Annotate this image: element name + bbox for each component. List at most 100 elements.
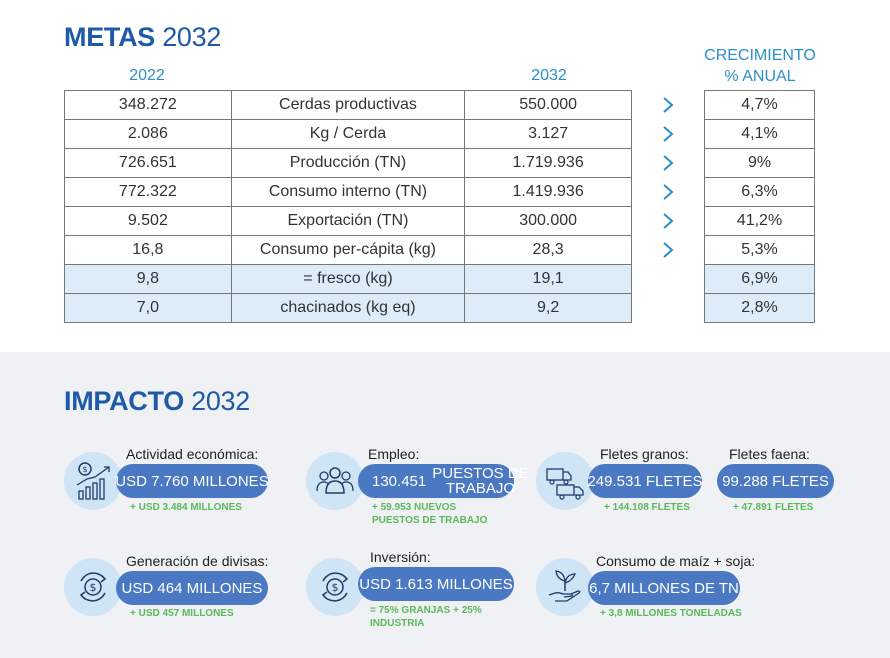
growth-table: 4,7% 4,1% 9% 6,3% 41,2% 5,3% 6,9% 2,8%: [704, 90, 815, 323]
impacto-title-year: 2032: [191, 386, 250, 416]
table-row: 6,9%: [704, 264, 815, 294]
goals-table: 348.272 Cerdas productivas 550.000 2.086…: [64, 90, 632, 323]
metas-title-bold: METAS: [64, 22, 155, 52]
value-2032: 3.127: [464, 119, 632, 149]
chevron-right-icon: [663, 97, 674, 113]
growth-value: 2,8%: [704, 293, 815, 323]
value-2032: 9,2: [464, 293, 632, 323]
employment-note-line2: PUESTOS DE TRABAJO: [372, 515, 488, 526]
impacto-title: IMPACTO 2032: [64, 386, 250, 417]
hand-plant-icon: [548, 570, 581, 602]
table-row: 9,8 = fresco (kg) 19,1: [64, 264, 632, 294]
chevron-right-icon: [663, 242, 674, 258]
value-2032: 28,3: [464, 235, 632, 265]
investment-value-pill: USD 1.613 MILLONES: [358, 567, 514, 601]
value-2032: 1.719.936: [464, 148, 632, 178]
investment-note: = 75% GRANJAS + 25% INDUSTRIA: [370, 604, 482, 630]
currency-icon-circle: $: [64, 558, 122, 616]
growth-value: 41,2%: [704, 206, 815, 236]
growth-head-line1: CRECIMIENTO: [704, 47, 816, 64]
value-2022: 16,8: [64, 235, 232, 265]
employment-value-line2: TRABAJO: [445, 480, 516, 497]
consumption-value-pill: 6,7 MILLONES DE TN: [588, 571, 740, 605]
investment-note-line1: = 75% GRANJAS + 25%: [370, 605, 482, 616]
row-label: Producción (TN): [230, 148, 466, 178]
table-row: 772.322 Consumo interno (TN) 1.419.936: [64, 177, 632, 207]
col-head-2032: 2032: [531, 67, 567, 84]
impact-background: [0, 352, 890, 658]
row-label: Consumo interno (TN): [230, 177, 466, 207]
table-row: 7,0 chacinados (kg eq) 9,2: [64, 293, 632, 323]
metas-title-year: 2032: [162, 22, 222, 52]
value-2022: 9,8: [64, 264, 232, 294]
table-row: 4,1%: [704, 119, 815, 149]
employment-value-number: 130.451: [372, 472, 427, 490]
value-2032: 550.000: [464, 90, 632, 120]
value-2032: 300.000: [464, 206, 632, 236]
trucks-icon: [546, 468, 584, 500]
freight-slaughter-value-pill: 99.288 FLETES: [717, 464, 834, 498]
freight-icon-circle: [536, 452, 594, 510]
table-row: 726.651 Producción (TN) 1.719.936: [64, 148, 632, 178]
currency-value-pill: USD 464 MILLONES: [116, 571, 268, 605]
growth-value: 6,3%: [704, 177, 815, 207]
table-row: 2.086 Kg / Cerda 3.127: [64, 119, 632, 149]
table-row: 2,8%: [704, 293, 815, 323]
impacto-title-bold: IMPACTO: [64, 386, 184, 416]
value-2032: 19,1: [464, 264, 632, 294]
investment-note-line2: INDUSTRIA: [370, 618, 425, 629]
consumption-label: Consumo de maíz + soja:: [596, 553, 756, 569]
table-row: 41,2%: [704, 206, 815, 236]
table-row: 6,3%: [704, 177, 815, 207]
activity-note: + USD 3.484 MILLONES: [130, 502, 242, 513]
value-2022: 2.086: [64, 119, 232, 149]
growth-value: 5,3%: [704, 235, 815, 265]
table-row: 4,7%: [704, 90, 815, 120]
activity-icon-circle: $: [64, 452, 122, 510]
employment-value-pill: 130.451 PUESTOS DE TRABAJO: [358, 464, 529, 498]
growth-value: 4,7%: [704, 90, 815, 120]
currency-cycle-icon: $: [79, 572, 107, 602]
activity-value-pill: USD 7.760 MILLONES: [115, 464, 269, 498]
investment-label: Inversión:: [370, 549, 431, 565]
metas-title: METAS 2032: [64, 22, 221, 53]
value-2022: 726.651: [64, 148, 232, 178]
employment-value-text: PUESTOS DE TRABAJO: [432, 466, 528, 496]
col-head-growth: CRECIMIENTO % ANUAL: [690, 45, 830, 87]
svg-text:$: $: [82, 465, 87, 474]
value-2022: 772.322: [64, 177, 232, 207]
table-row: 9.502 Exportación (TN) 300.000: [64, 206, 632, 236]
currency-label: Generación de divisas:: [126, 553, 269, 569]
chevron-right-icon: [663, 155, 674, 171]
table-row: 9%: [704, 148, 815, 178]
employment-icon-circle: [306, 452, 364, 510]
freight-grain-value-pill: 249.531 FLETES: [587, 464, 703, 498]
growth-value: 4,1%: [704, 119, 815, 149]
value-2022: 9.502: [64, 206, 232, 236]
table-row: 348.272 Cerdas productivas 550.000: [64, 90, 632, 120]
col-head-2022: 2022: [129, 67, 165, 84]
value-2022: 348.272: [64, 90, 232, 120]
table-row: 5,3%: [704, 235, 815, 265]
consumption-note: + 3,8 MILLONES TONELADAS: [600, 608, 742, 619]
table-row: 16,8 Consumo per-cápita (kg) 28,3: [64, 235, 632, 265]
row-label: chacinados (kg eq): [230, 293, 466, 323]
freight-grain-label: Fletes granos:: [600, 446, 689, 462]
currency-note: + USD 457 MILLONES: [130, 608, 234, 619]
employment-note-line1: + 59.953 NUEVOS: [372, 502, 457, 513]
freight-grain-note: + 144.108 FLETES: [604, 502, 690, 513]
people-group-icon: [316, 467, 354, 494]
employment-value-line1: PUESTOS DE: [432, 465, 529, 482]
row-label: Cerdas productivas: [230, 90, 466, 120]
employment-note: + 59.953 NUEVOS PUESTOS DE TRABAJO: [372, 501, 487, 527]
growth-value: 9%: [704, 148, 815, 178]
investment-cycle-icon: $: [321, 572, 349, 602]
chevron-right-icon: [663, 126, 674, 142]
growth-chart-icon: $: [76, 462, 110, 500]
value-2032: 1.419.936: [464, 177, 632, 207]
activity-label: Actividad económica:: [126, 446, 259, 462]
row-label: Exportación (TN): [230, 206, 466, 236]
chevron-right-icon: [663, 213, 674, 229]
employment-label: Empleo:: [368, 446, 420, 462]
svg-text:$: $: [332, 581, 339, 594]
